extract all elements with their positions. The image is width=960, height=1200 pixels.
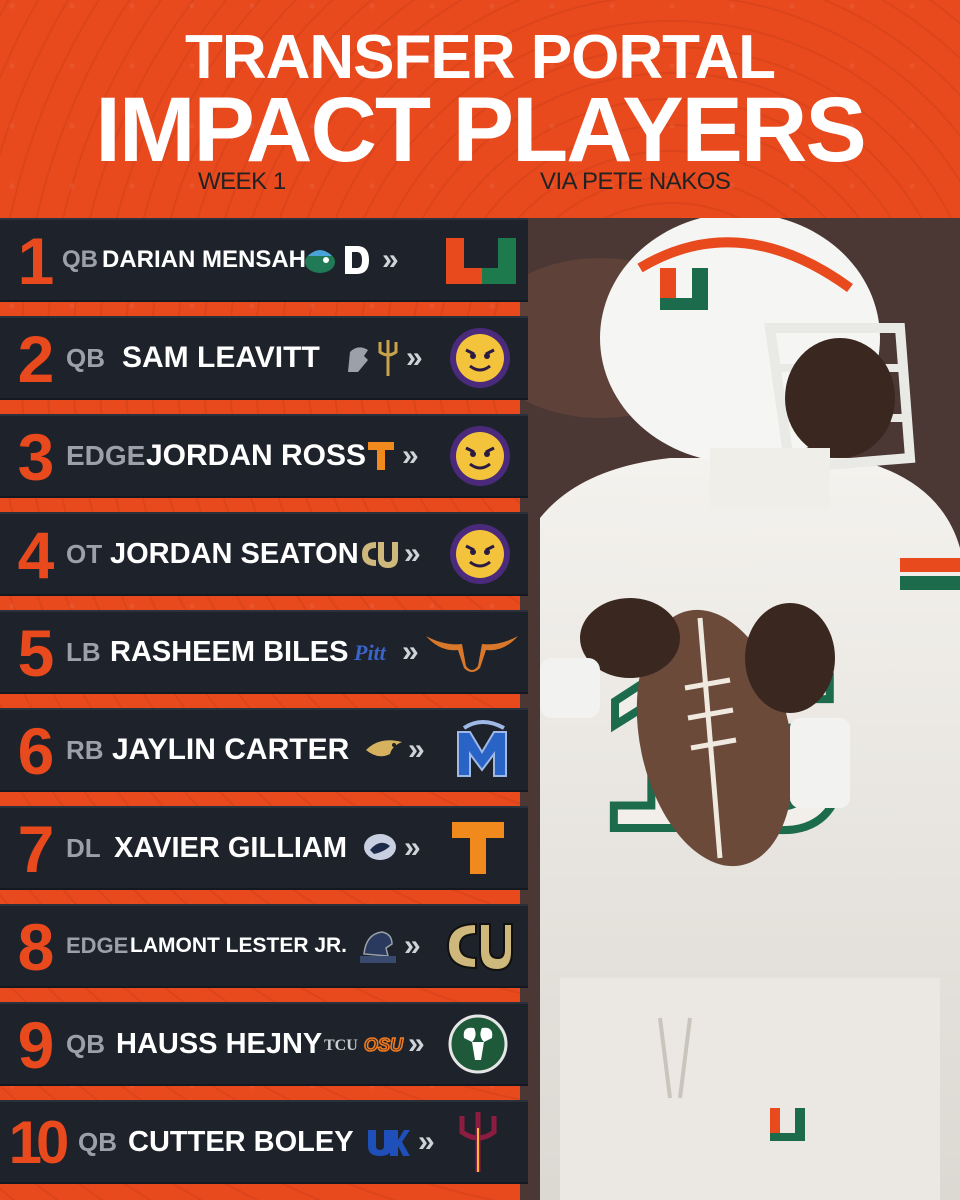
tcu-logo-icon: TCU (324, 1032, 360, 1056)
duke-logo-icon (342, 242, 372, 278)
transfer-arrow-icon: » (402, 439, 418, 472)
penn-state-logo-icon (362, 832, 398, 862)
player-row: 6 RB JAYLIN CARTER » (0, 708, 528, 792)
kentucky-logo-icon (366, 1126, 410, 1158)
colorado-state-ram-logo-icon (448, 1014, 508, 1074)
rank-number: 9 (17, 1008, 55, 1082)
week-label: WEEK 1 (198, 168, 286, 195)
player-name: JORDAN SEATON (110, 538, 359, 570)
position-label: EDGE (66, 933, 129, 958)
rank-number: 4 (17, 518, 55, 592)
lsu-tiger-logo-icon (448, 326, 512, 390)
player-name: CUTTER BOLEY (128, 1126, 354, 1158)
svg-text:OSU: OSU (364, 1035, 404, 1055)
miami-logo-icon (442, 234, 520, 288)
transfer-arrow-icon: » (408, 1027, 424, 1060)
arizona-state-logo-icon (376, 338, 400, 378)
title-line-2: IMPACT PLAYERS (95, 79, 866, 181)
transfer-arrow-icon: » (404, 831, 420, 864)
player-row: 7 DL XAVIER GILLIAM » (0, 806, 528, 890)
svg-text:TCU: TCU (324, 1037, 358, 1054)
tennessee-logo-icon (366, 440, 396, 472)
transfer-arrow-icon: » (406, 341, 422, 374)
rank-number: 7 (17, 812, 55, 886)
texas-longhorn-logo-icon (424, 630, 520, 674)
player-name: SAM LEAVITT (122, 341, 320, 374)
player-name: LAMONT LESTER JR. (130, 934, 348, 957)
southern-miss-logo-icon (364, 734, 404, 764)
transfer-arrow-icon: » (408, 733, 424, 766)
arizona-state-logo-icon (458, 1110, 498, 1174)
player-name: JAYLIN CARTER (112, 733, 350, 766)
position-label: QB (62, 246, 98, 273)
colorado-logo-icon (442, 918, 514, 974)
oklahoma-state-logo-icon: OSU (364, 1030, 404, 1058)
player-photo: 15 (520, 218, 960, 1200)
position-label: LB (66, 637, 101, 667)
transfer-arrow-icon: » (418, 1125, 434, 1158)
player-name: XAVIER GILLIAM (114, 832, 348, 864)
tennessee-logo-icon (448, 818, 508, 878)
transfer-arrow-icon: » (402, 635, 418, 668)
lsu-tiger-logo-icon (448, 522, 512, 586)
player-row: 8 EDGE LAMONT LESTER JR. » (0, 904, 528, 988)
title-line-1: TRANSFER PORTAL (184, 23, 776, 92)
transfer-arrow-icon: » (382, 243, 398, 276)
player-name: DARIAN MENSAH (102, 246, 306, 273)
position-label: QB (66, 1029, 105, 1059)
transfer-arrow-icon: » (404, 929, 420, 962)
player-name: JORDAN ROSS (146, 439, 367, 472)
memphis-tiger-logo-icon (450, 718, 514, 782)
colorado-logo-icon (354, 536, 400, 572)
monmouth-logo-icon (356, 926, 400, 966)
rank-number: 2 (17, 322, 55, 396)
rank-number: 8 (17, 910, 55, 984)
michigan-state-logo-icon (344, 342, 372, 376)
position-label: OT (66, 539, 103, 569)
rank-number: 5 (17, 616, 55, 690)
tulane-logo-icon (302, 242, 338, 278)
player-row: 9 QB HAUSS HEJNY TCU OSU » (0, 1002, 528, 1086)
player-row: 2 QB SAM LEAVITT » (0, 316, 528, 400)
svg-text:Pitt: Pitt (353, 640, 387, 665)
player-row: 5 LB RASHEEM BILES Pitt » (0, 610, 528, 694)
rank-number: 1 (17, 224, 55, 298)
position-label: QB (78, 1127, 117, 1157)
source-credit: VIA PETE NAKOS (540, 168, 731, 195)
rank-number: 6 (17, 714, 55, 788)
position-label: RB (66, 735, 104, 765)
player-row: 10 QB CUTTER BOLEY » (0, 1100, 528, 1184)
rank-number: 3 (17, 420, 55, 494)
lsu-tiger-logo-icon (448, 424, 512, 488)
transfer-arrow-icon: » (404, 537, 420, 570)
rank-number: 10 (8, 1109, 70, 1176)
player-row: 3 EDGE JORDAN ROSS » (0, 414, 528, 498)
pitt-logo-icon: Pitt (352, 638, 398, 666)
player-row: 4 OT JORDAN SEATON » (0, 512, 528, 596)
position-label: EDGE (66, 440, 146, 471)
player-name: RASHEEM BILES (110, 636, 349, 668)
player-name: HAUSS HEJNY (116, 1028, 323, 1060)
position-label: DL (66, 833, 101, 863)
position-label: QB (66, 343, 105, 373)
player-row: 1 QB DARIAN MENSAH » (0, 218, 528, 302)
player-illustration: 15 (520, 218, 960, 1200)
